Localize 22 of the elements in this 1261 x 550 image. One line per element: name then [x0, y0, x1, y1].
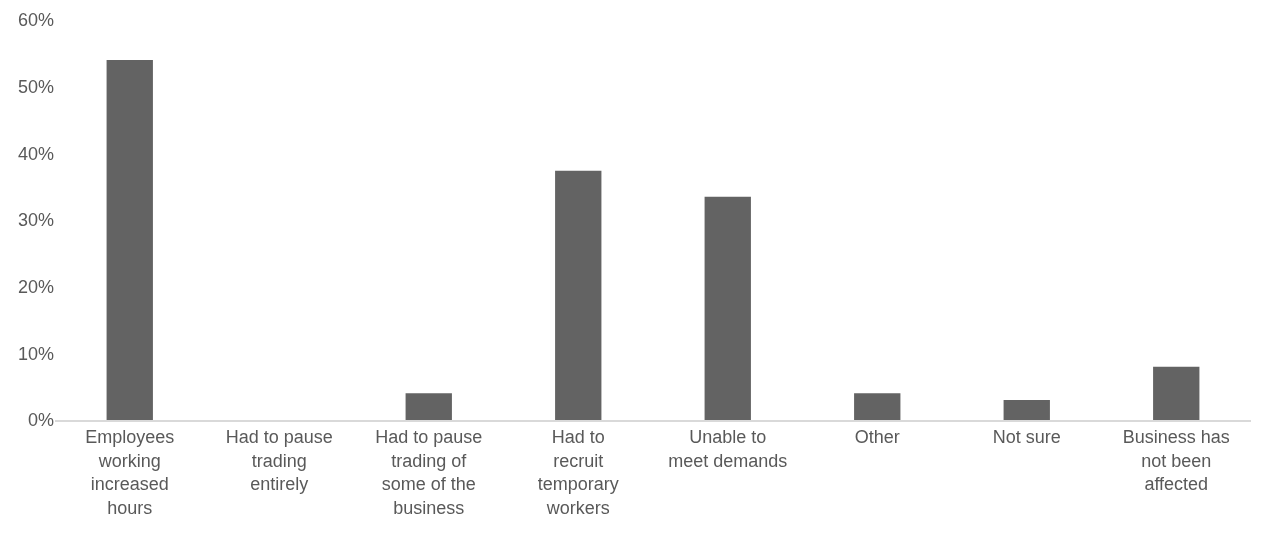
x-tick-label: Had to pause trading entirely	[225, 427, 333, 495]
y-tick-label: 10%	[17, 343, 54, 364]
bar	[106, 60, 153, 420]
bar	[704, 196, 751, 420]
bar	[854, 393, 901, 420]
y-tick-label: 0%	[27, 410, 54, 431]
x-tick-label: Unable to meet demands	[668, 427, 788, 471]
x-tick-label: Business has not been affected	[1122, 427, 1230, 495]
y-tick-label: 60%	[17, 10, 54, 31]
x-tick-label: Had to pause trading of some of the business	[375, 427, 483, 518]
bar	[1153, 366, 1200, 420]
x-tick-label: Not sure	[992, 427, 1061, 448]
y-tick-label: 30%	[17, 210, 54, 231]
x-tick-label: Other	[854, 427, 900, 448]
y-tick-label: 20%	[17, 276, 54, 297]
bar	[405, 393, 452, 420]
bar	[1003, 400, 1050, 420]
y-tick-label: 50%	[17, 76, 54, 97]
bar	[555, 170, 602, 420]
y-tick-label: 40%	[17, 143, 54, 164]
x-tick-label: Had to recruit temporary workers	[537, 427, 619, 518]
x-tick-label: Employees working increased hours	[85, 427, 175, 518]
